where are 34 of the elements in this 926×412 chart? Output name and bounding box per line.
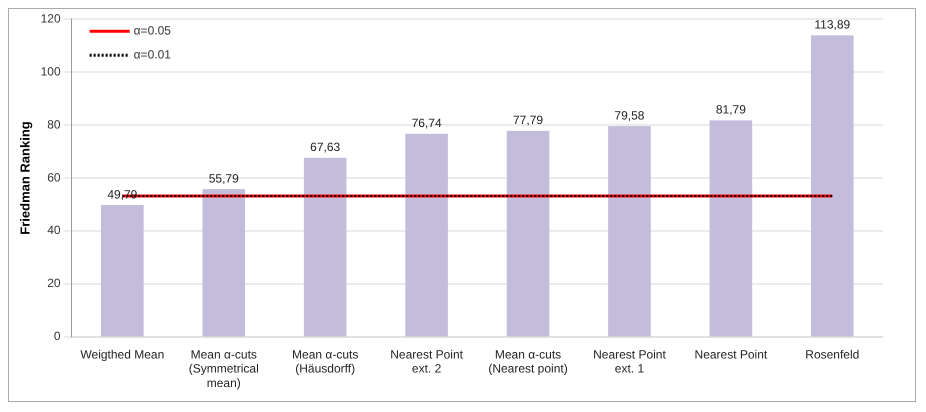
data-label: 55,79 [208,171,240,186]
data-label: 79,58 [614,108,645,122]
y-tick-label: 120 [40,12,61,26]
data-label: 76,74 [412,116,442,130]
bar [304,158,346,336]
bar [506,130,550,336]
y-tick-label: 40 [47,223,61,238]
bar [608,126,651,336]
data-label: 67,63 [310,140,341,154]
bar [202,189,246,336]
data-label: 77,79 [513,113,544,128]
y-tick-label: 80 [47,117,61,132]
x-tick-label: Mean α-cuts (Symmetrical mean) [188,347,259,390]
bar [710,120,752,336]
y-axis-title: Friedman Ranking [17,121,32,235]
x-tick-label: Nearest Point [694,347,768,362]
y-tick-label: 0 [54,329,61,344]
data-label: 81,79 [716,102,746,117]
x-tick-label: Weigthed Mean [80,347,164,362]
bar [405,134,448,336]
y-tick-label: 60 [47,170,61,184]
legend-label: α=0.05 [134,24,172,38]
legend-label: α=0.01 [134,48,172,62]
data-label: 113,89 [814,18,851,32]
x-tick-label: Rosenfeld [805,347,860,362]
bar [101,205,144,336]
x-tick-label: Mean α-cuts (Nearest point) [488,347,568,376]
data-label: 49,79 [107,187,138,202]
y-tick-label: 100 [40,64,61,78]
bar [810,35,854,336]
y-tick-label: 20 [47,276,61,290]
x-tick-label: Nearest Point ext. 1 [593,347,666,376]
x-tick-label: Nearest Point ext. 2 [390,347,464,376]
x-tick-label: Mean α-cuts (Häusdorff) [292,347,358,376]
